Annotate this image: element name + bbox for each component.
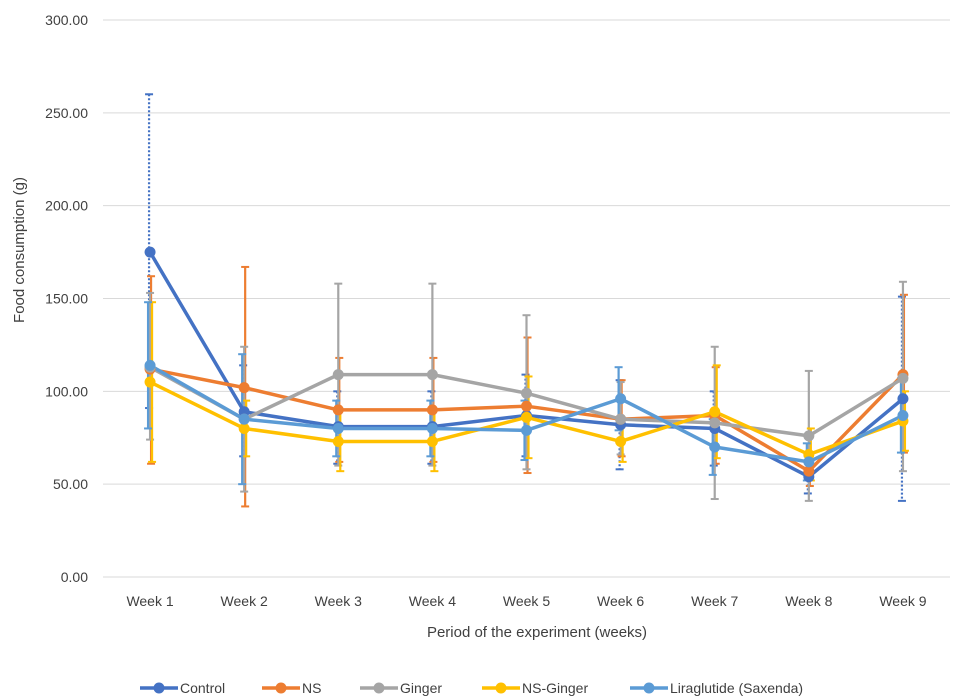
y-tick-label: 150.00 [45, 291, 88, 307]
data-point [803, 430, 815, 442]
data-point [897, 372, 909, 384]
y-tick-label: 100.00 [45, 383, 88, 399]
x-tick-label: Week 2 [221, 593, 268, 609]
x-axis-title: Period of the experiment (weeks) [427, 624, 647, 641]
legend-item: NS-Ginger [482, 680, 588, 696]
y-axis-title: Food consumption (g) [11, 177, 28, 323]
legend-label: NS [302, 680, 321, 696]
data-point [238, 422, 250, 434]
data-point [426, 369, 438, 381]
legend-swatch-marker [495, 682, 507, 694]
data-point [521, 411, 532, 423]
legend-label: Ginger [400, 680, 442, 696]
data-point [426, 435, 438, 447]
x-tick-label: Week 1 [126, 593, 173, 609]
data-point [332, 435, 344, 447]
data-point [238, 382, 250, 394]
x-tick-label: Week 9 [879, 593, 926, 609]
legend-item: NS [262, 680, 321, 696]
data-point [709, 406, 721, 418]
y-tick-label: 250.00 [45, 105, 88, 121]
x-axis-ticks: Week 1 Week 2 Week 3 Week 4 Week 5 Week 6 Week… [126, 593, 926, 609]
data-point [426, 422, 438, 434]
legend-swatch-marker [643, 682, 655, 694]
data-point [144, 376, 156, 388]
legend-item: Control [140, 680, 225, 696]
data-point [332, 422, 344, 434]
data-point [803, 456, 815, 468]
error-bars [144, 93, 909, 508]
legend-label: Liraglutide (Saxenda) [670, 680, 803, 696]
x-tick-label: Week 8 [785, 593, 832, 609]
series-points [144, 246, 909, 483]
data-point [521, 424, 532, 436]
data-point [144, 246, 156, 258]
legend-swatch-marker [153, 682, 165, 694]
x-tick-label: Week 4 [409, 593, 456, 609]
y-axis-ticks: 0.00 50.00 100.00 150.00 200.00 250.00 300.00 [45, 12, 88, 585]
y-tick-label: 0.00 [61, 569, 88, 585]
data-point [615, 435, 627, 447]
y-tick-label: 300.00 [45, 12, 88, 28]
legend-swatch-marker [373, 682, 385, 694]
data-point [803, 465, 815, 477]
y-tick-label: 200.00 [45, 198, 88, 214]
data-point [615, 393, 627, 405]
x-tick-label: Week 5 [503, 593, 550, 609]
legend-item: Liraglutide (Saxenda) [630, 680, 803, 696]
data-point [897, 409, 909, 421]
data-point [332, 369, 344, 381]
data-point [426, 404, 438, 416]
legend-label: Control [180, 680, 225, 696]
x-tick-label: Week 6 [597, 593, 644, 609]
gridlines [103, 19, 950, 578]
data-point [615, 413, 627, 425]
data-point [709, 441, 721, 453]
data-point [332, 404, 344, 416]
x-tick-label: Week 7 [691, 593, 738, 609]
legend: Control NS Ginger NS-Ginger Liraglutide (Sax… [140, 680, 803, 696]
data-point [521, 400, 532, 412]
y-tick-label: 50.00 [53, 476, 88, 492]
x-tick-label: Week 3 [315, 593, 362, 609]
data-point [238, 413, 250, 425]
legend-item: Ginger [360, 680, 442, 696]
data-point [709, 417, 721, 429]
data-point [144, 359, 156, 371]
data-point [897, 393, 909, 405]
legend-label: NS-Ginger [522, 680, 588, 696]
data-point [521, 387, 532, 399]
legend-swatch-marker [275, 682, 287, 694]
